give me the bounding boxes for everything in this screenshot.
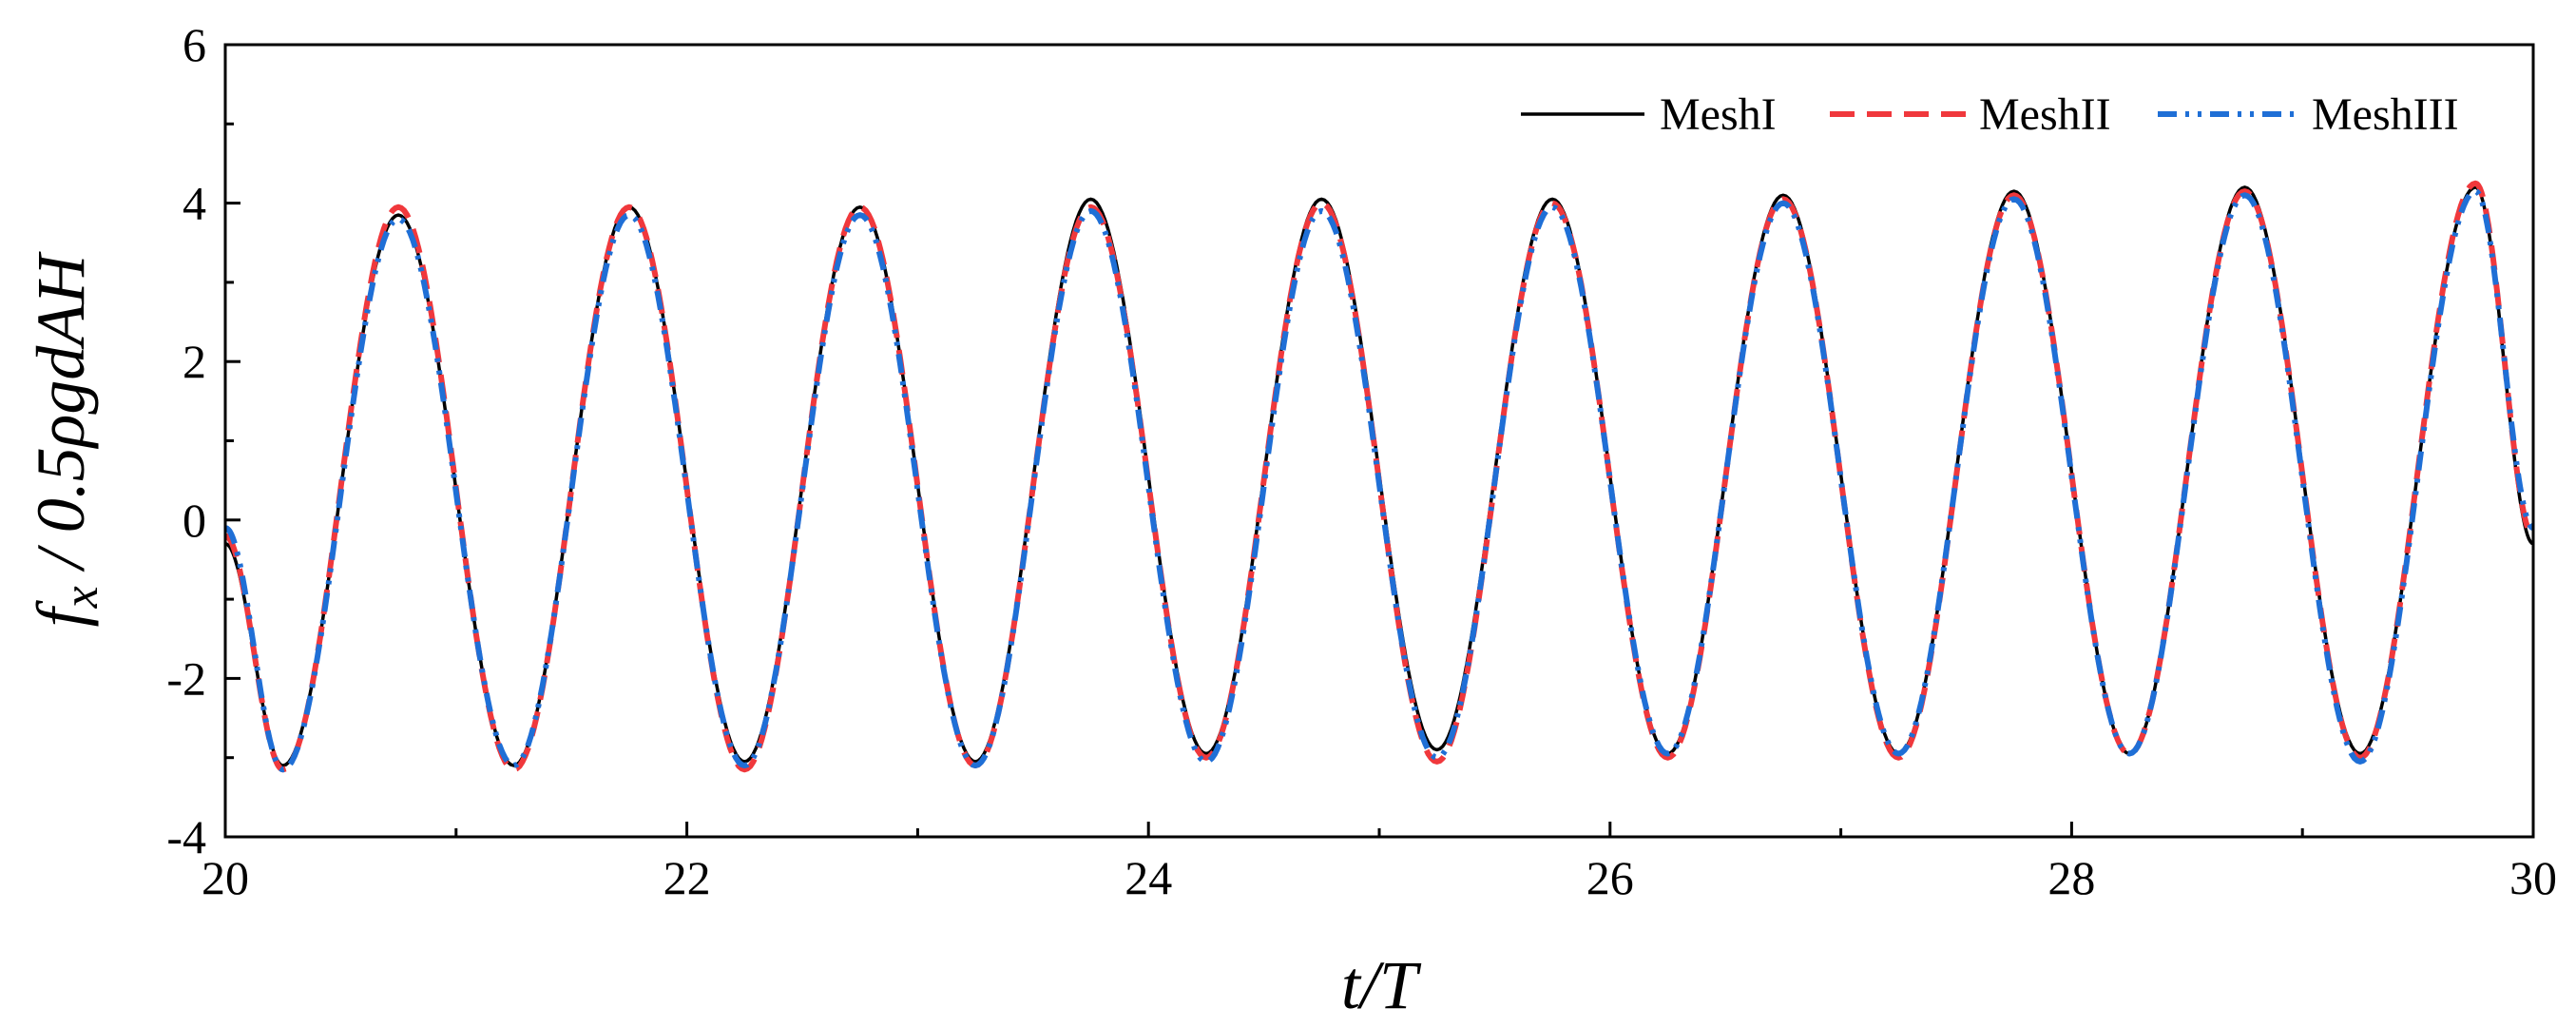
y-axis-title-rest: / 0.5ρgdAH (23, 251, 99, 587)
legend-label-meshi: MeshI (1660, 89, 1777, 140)
series-line-meshiii (223, 188, 2535, 773)
legend-label-meshii: MeshII (1979, 89, 2111, 140)
y-tick-label: -2 (166, 651, 206, 705)
legend: MeshI MeshII MeshIII (1521, 89, 2459, 140)
y-tick-label: 6 (183, 18, 206, 71)
y-axis-title: fx / 0.5ρgdAH (23, 251, 108, 628)
x-tick-label: 22 (663, 851, 711, 904)
y-tick-label: 0 (183, 494, 206, 547)
x-tick-label: 26 (1586, 851, 1634, 904)
x-tick-label: 20 (202, 851, 249, 904)
y-tick-label: 4 (183, 177, 206, 230)
x-axis-title: t/T (1341, 947, 1422, 1023)
y-tick-label: 2 (183, 335, 206, 388)
plot-frame (223, 43, 2535, 839)
x-tick-label: 30 (2509, 851, 2557, 904)
legend-label-meshiii: MeshIII (2312, 89, 2459, 140)
x-tick-label: 24 (1125, 851, 1172, 904)
y-axis-title-subscript: x (54, 586, 108, 609)
y-tick-label: -4 (166, 810, 206, 863)
x-tick-label: 28 (2047, 851, 2095, 904)
series-layer (223, 180, 2535, 773)
